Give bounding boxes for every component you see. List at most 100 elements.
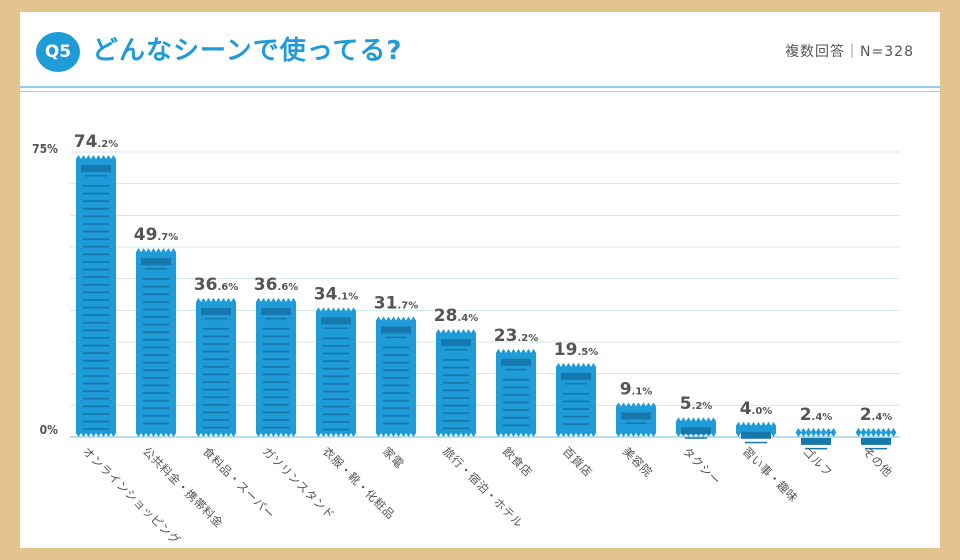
bar-receipt-line [83, 207, 109, 210]
bar-receipt-subline [445, 349, 467, 351]
value-label: 4.0% [740, 399, 773, 419]
bar-receipt-line [383, 354, 409, 356]
bar-receipt-line [263, 335, 289, 338]
bar-receipt-line [83, 230, 109, 233]
value-label: 31.7% [374, 294, 418, 314]
bar-receipt-line [83, 359, 109, 362]
bar-receipt-line [83, 397, 109, 400]
bar-receipt-line [383, 422, 409, 425]
bar-group [136, 248, 176, 437]
bar-receipt-header [321, 317, 351, 325]
bar-receipt-line [203, 396, 229, 399]
bar-receipt-line [263, 358, 289, 361]
bar-receipt-line [263, 350, 289, 353]
bar [496, 348, 536, 437]
bar-receipt-line [323, 375, 349, 378]
bar-receipt-header [561, 372, 591, 380]
bar-receipt-line [383, 361, 409, 364]
bar-receipt-line [143, 369, 169, 372]
bar-receipt-line [323, 398, 349, 401]
bar-receipt-line [263, 365, 289, 368]
bar-receipt-line [143, 285, 169, 288]
bar-chart: 74.2% 49.7% 36.6% 36.6% 34.1% 31.7% 28.4% 23.2%… [32, 132, 900, 547]
y-tick-min: 0% [40, 423, 59, 437]
bar-receipt-line [83, 261, 109, 263]
bar-group [196, 297, 236, 437]
bar-receipt-line [263, 396, 289, 399]
bar-receipt-line [563, 392, 589, 395]
bar-receipt-line [143, 361, 169, 364]
bar-receipt-line [143, 414, 169, 417]
bar-receipt-line [563, 423, 589, 426]
bar-receipt-line [263, 388, 289, 391]
bar-receipt-line [83, 314, 109, 317]
bar-receipt-line [443, 389, 469, 392]
bar-group [796, 427, 836, 450]
category-label: 美容院 [620, 444, 655, 479]
bar-receipt-line [143, 376, 169, 379]
bar-receipt-line [83, 238, 109, 241]
bar-receipt-subline [385, 336, 407, 339]
bar-receipt-header [441, 339, 471, 347]
bar-receipt-line [383, 414, 409, 417]
bar-receipt-line [83, 352, 109, 355]
y-axis: 75% 0% [32, 142, 58, 437]
bar-group [856, 427, 896, 450]
bar-receipt-subline [205, 317, 227, 320]
bar-receipt-subline [505, 368, 527, 371]
bar-receipt-line [443, 374, 469, 377]
bar-receipt-line [83, 299, 109, 301]
bar-receipt-line [383, 346, 409, 349]
bar-receipt-line [443, 404, 469, 407]
chart-card: Q5 どんなシーンで使ってる? 複数回答｜N=328 74.2% 49.7% 36.… [20, 12, 940, 548]
bar-receipt-line [83, 185, 109, 187]
bar-receipt-subline [325, 327, 347, 329]
bar-group [376, 316, 416, 437]
bar-receipt-line [83, 321, 109, 324]
bar-receipt-line [83, 283, 109, 286]
bar-receipt-line [83, 306, 109, 309]
bar-receipt-line [143, 316, 169, 318]
bar-receipt-subline [565, 382, 587, 385]
category-label: その他 [860, 444, 895, 479]
bar-receipt-line [323, 383, 349, 385]
bar-receipt-line [323, 345, 349, 347]
bar-receipt-line [383, 392, 409, 394]
bar-receipt-line [383, 407, 409, 410]
bar-receipt-line [143, 399, 169, 402]
bar-receipt-header [81, 165, 111, 173]
value-label: 9.1% [620, 379, 653, 399]
bar-receipt-line [503, 401, 529, 404]
bar-receipt-line [83, 337, 109, 339]
category-label: タクシー [680, 444, 724, 488]
bar-group [616, 402, 656, 437]
bar-receipt-line [563, 408, 589, 410]
bar-receipt-line [203, 411, 229, 414]
bar-receipt-line [263, 403, 289, 406]
bar-receipt-line [323, 360, 349, 363]
bar-receipt-header [861, 437, 891, 445]
bar-receipt-header [801, 437, 831, 445]
bar-receipt-line [83, 200, 109, 203]
bar-receipt-header [501, 358, 531, 366]
bar-receipt-subline [685, 437, 707, 439]
bar-receipt-line [143, 422, 169, 425]
category-label: 習い事・趣味 [740, 444, 801, 505]
chart-title: どんなシーンで使ってる? [92, 36, 403, 66]
bar-receipt-header [381, 326, 411, 334]
category-label: 飲食店 [500, 444, 535, 479]
bar [556, 362, 596, 437]
bar-receipt-line [443, 366, 469, 369]
bar-receipt-line [203, 327, 229, 330]
bar-receipt-line [323, 421, 349, 423]
bar-receipt-line [323, 428, 349, 431]
bar-receipt-line [203, 343, 229, 345]
category-label: 家電 [380, 444, 407, 471]
category-label: 百貨店 [560, 444, 595, 479]
bar-receipt-line [203, 419, 229, 421]
bar-receipt-line [83, 192, 109, 195]
value-label: 5.2% [680, 394, 713, 414]
bar-group [316, 307, 356, 437]
value-label: 23.2% [494, 326, 538, 346]
bar-receipt-line [383, 369, 409, 372]
